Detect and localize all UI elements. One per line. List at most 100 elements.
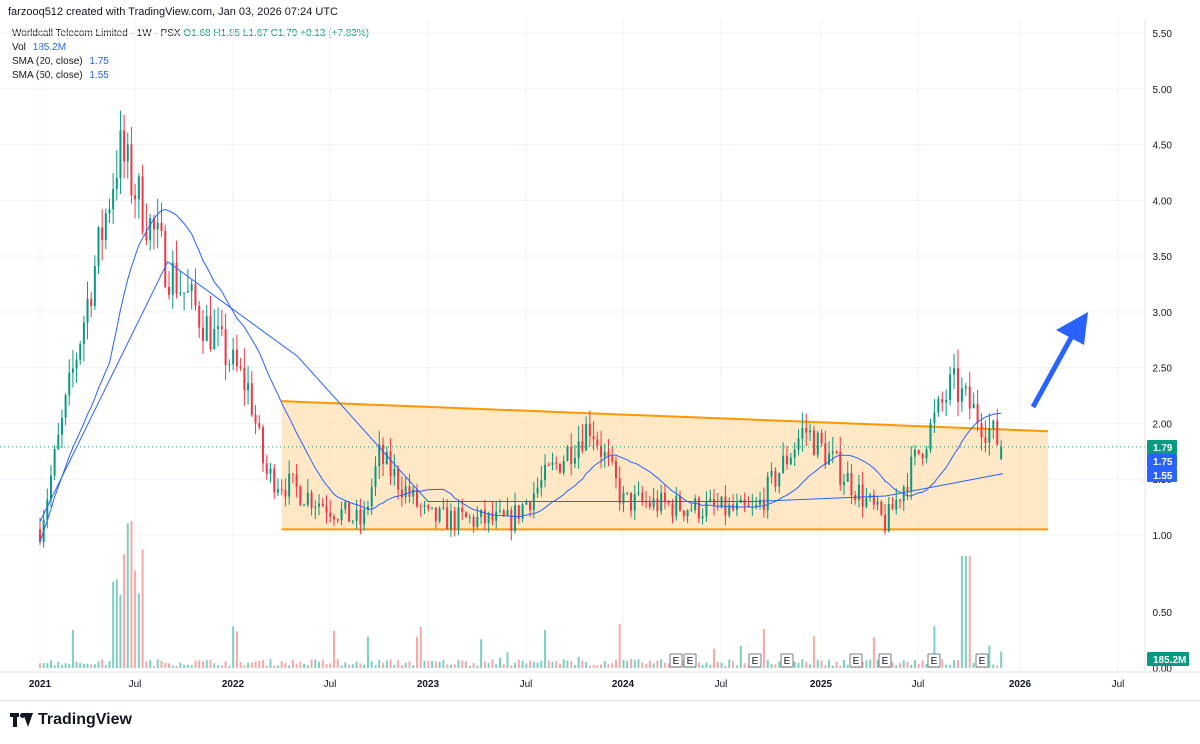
price-chart[interactable]: E E E E E E E E5.505.004.504.003.503.002.502.00… xyxy=(0,0,1200,700)
channel-upper-line xyxy=(281,400,1049,433)
candle-body xyxy=(79,344,82,360)
earnings-marker-label: E xyxy=(784,656,791,667)
tradingview-logo[interactable]: TradingView xyxy=(10,711,132,729)
candle-body xyxy=(984,437,987,443)
volume-bar xyxy=(596,665,599,668)
sma50-badge-text: 1.55 xyxy=(1153,471,1173,482)
volume-bar xyxy=(60,664,63,668)
volume-bar xyxy=(400,664,403,668)
volume-bar xyxy=(933,626,936,668)
candle-body xyxy=(585,423,588,451)
candle-body xyxy=(956,368,959,402)
time-axis-tick: 2024 xyxy=(612,679,635,690)
candle-body xyxy=(778,473,781,487)
volume-bar xyxy=(774,664,777,668)
candle-body xyxy=(160,222,163,231)
volume-bar xyxy=(198,660,201,668)
volume-bar xyxy=(869,659,872,668)
candle-body xyxy=(179,292,182,294)
candle-body xyxy=(442,507,445,509)
candle-body xyxy=(732,504,735,510)
volume-bar xyxy=(709,665,712,668)
candle-body xyxy=(60,417,63,435)
candle-body xyxy=(996,420,999,445)
volume-badge: 185.2M xyxy=(1147,652,1189,666)
volume-bar xyxy=(483,661,486,668)
volume-bars xyxy=(39,521,1003,668)
volume-bar xyxy=(842,659,845,668)
volume-bar xyxy=(175,665,178,668)
volume-bar xyxy=(419,626,422,668)
candle-body xyxy=(506,509,509,516)
candle-body xyxy=(876,501,879,505)
earnings-marker-label: E xyxy=(687,656,694,667)
candle-body xyxy=(149,218,152,241)
volume-bar xyxy=(953,660,956,668)
volume-bar xyxy=(766,659,769,668)
sma20-legend[interactable]: SMA (20, close) 1.75 xyxy=(12,56,109,67)
volume-bar xyxy=(801,659,804,668)
volume-bar xyxy=(899,663,902,668)
volume-bar xyxy=(194,660,197,668)
volume-bar xyxy=(299,661,302,668)
candle-body xyxy=(839,451,842,485)
candle-body xyxy=(573,457,576,464)
candle-body xyxy=(90,298,93,307)
volume-bar xyxy=(340,665,343,668)
volume-bar xyxy=(514,662,517,668)
candle-body xyxy=(265,463,268,474)
volume-bar xyxy=(201,661,204,668)
earnings-marker xyxy=(975,653,989,668)
candle-body xyxy=(389,451,392,477)
volume-bar xyxy=(134,570,137,668)
candle-body xyxy=(108,209,111,214)
candle-body xyxy=(101,227,104,241)
candle-body xyxy=(498,510,501,512)
candle-body xyxy=(171,262,174,295)
sma20-value: 1.75 xyxy=(89,56,109,67)
volume-bar xyxy=(816,659,819,668)
volume-bar xyxy=(209,659,212,668)
candle-body xyxy=(141,176,144,232)
sma20-badge-text: 1.75 xyxy=(1153,457,1173,468)
volume-bar xyxy=(724,665,727,668)
volume-bar xyxy=(641,662,644,668)
sma50-legend[interactable]: SMA (50, close) 1.55 xyxy=(12,70,109,81)
volume-bar xyxy=(667,663,670,668)
candle-body xyxy=(415,489,418,507)
volume-bar xyxy=(318,661,321,668)
grid xyxy=(0,20,1145,672)
candle-body xyxy=(423,505,426,507)
volume-bar xyxy=(831,665,834,668)
volume-legend[interactable]: Vol 185.2M xyxy=(12,42,66,53)
volume-bar xyxy=(123,554,126,668)
candle-body xyxy=(846,473,849,482)
volume-bar xyxy=(453,664,456,668)
volume-bar xyxy=(820,660,823,668)
candle-body xyxy=(495,511,498,521)
volume-bar xyxy=(910,664,913,668)
candle-body xyxy=(393,468,396,477)
candle-body xyxy=(209,316,212,350)
candle-body xyxy=(468,517,471,519)
footer: TradingView xyxy=(0,700,1200,744)
candle-body xyxy=(49,475,52,500)
candle-body xyxy=(262,427,265,464)
volume-bar xyxy=(378,659,381,668)
volume-bar xyxy=(861,661,864,668)
sma20-label: SMA (20, close) xyxy=(12,56,83,67)
candle-body xyxy=(480,509,483,517)
volume-bar xyxy=(438,661,441,668)
volume-bar xyxy=(701,664,704,668)
candle-body xyxy=(910,456,913,492)
time-axis-tick: 2022 xyxy=(222,679,245,690)
candle-body xyxy=(755,504,758,507)
time-axis-tick: Jul xyxy=(1112,679,1125,690)
candle-body xyxy=(782,455,785,474)
candle-body xyxy=(801,428,804,439)
volume-bar xyxy=(171,665,174,668)
candle-body xyxy=(46,499,49,520)
candle-body xyxy=(759,499,762,505)
candles xyxy=(39,110,1003,548)
volume-bar xyxy=(895,665,898,668)
